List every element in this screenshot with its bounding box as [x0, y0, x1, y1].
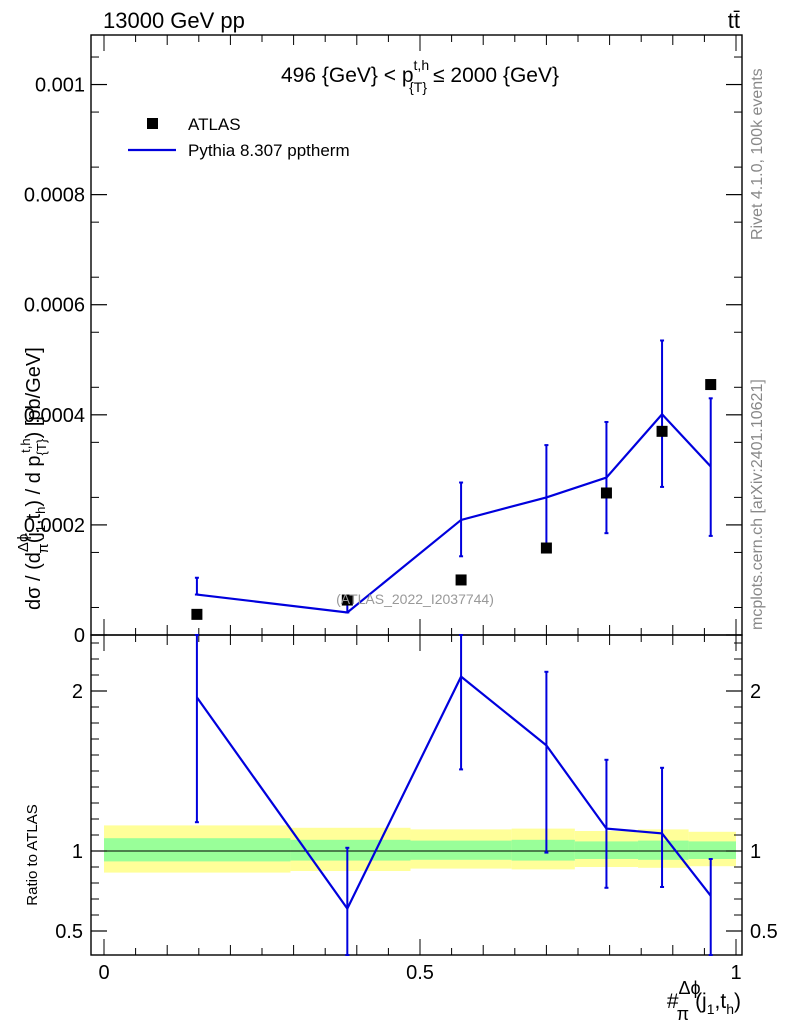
ratio-y-axis-label: Ratio to ATLAS — [24, 804, 41, 905]
ratio-band-green — [410, 840, 512, 860]
ratio-band-green — [511, 839, 575, 861]
main-y-tick-label: 0.0002 — [24, 515, 85, 537]
x-tick-label: 0.5 — [406, 962, 434, 984]
atlas-data-point — [540, 542, 552, 554]
legend: ATLAS Pythia 8.307 pptherm — [128, 115, 350, 160]
ratio-band-green — [638, 840, 689, 860]
analysis-watermark: (ATLAS_2022_I2037744) — [336, 591, 494, 607]
side-info-label: Rivet 4.1.0, 100k events — [749, 68, 766, 240]
pythia-line — [196, 412, 712, 614]
chart-title: 496 {GeV} < pt,h {T} ≤ 2000 {GeV} — [281, 57, 559, 95]
ratio-y-tick-label-right: 2 — [750, 681, 761, 703]
ratio-panel-frame — [90, 634, 743, 956]
legend-pythia-label: Pythia 8.307 pptherm — [188, 141, 350, 160]
legend-atlas-label: ATLAS — [188, 115, 241, 134]
ratio-y-tick-label-right: 0.5 — [750, 921, 778, 943]
side-url-label: mcplots.cern.ch [arXiv:2401.10621] — [749, 379, 766, 630]
ratio-y-tick-label: 0.5 — [55, 921, 83, 943]
header-left-label: 13000 GeV pp — [103, 8, 245, 33]
main-y-tick-label: 0.0004 — [24, 405, 85, 427]
legend-atlas-marker — [147, 118, 158, 129]
main-y-axis-label: dσ / (dΔϕ π(j1,th) / d p{T}t,h) [pb/GeV] — [15, 347, 52, 610]
atlas-data-point — [600, 487, 612, 499]
x-tick-label: 1 — [730, 962, 741, 984]
x-tick-label: 0 — [98, 962, 109, 984]
atlas-data-point — [705, 379, 717, 391]
ratio-band-green — [688, 841, 736, 859]
atlas-data-point — [656, 425, 668, 437]
ratio-band-green — [104, 838, 291, 862]
main-y-tick-label: 0.0008 — [24, 185, 85, 207]
x-axis-label: #Δϕ π(j1,th) — [667, 978, 741, 1024]
main-y-tick-label: 0.0006 — [24, 295, 85, 317]
main-y-tick-label: 0.001 — [35, 75, 85, 97]
header-right-label: tt̄ — [728, 8, 740, 33]
main-axis-ticks: 0 0.0002 0.0004 0.0006 0.0008 0.001 — [24, 35, 742, 647]
ratio-y-tick-label: 2 — [72, 681, 83, 703]
atlas-data-point — [191, 608, 203, 620]
main-y-tick-label: 0 — [74, 625, 85, 647]
atlas-data-point — [455, 574, 467, 586]
ratio-y-tick-label-right: 1 — [750, 841, 761, 863]
ratio-axis-ticks: 0.5 0.5 1 1 2 2 0 0.5 1 — [55, 635, 778, 984]
ratio-data-marks — [194, 634, 713, 956]
ratio-band-green — [290, 839, 411, 861]
atlas-data-point — [341, 594, 353, 606]
ratio-pythia-line — [196, 674, 712, 911]
ratio-y-tick-label: 1 — [72, 841, 83, 863]
main-data-marks — [191, 339, 717, 620]
